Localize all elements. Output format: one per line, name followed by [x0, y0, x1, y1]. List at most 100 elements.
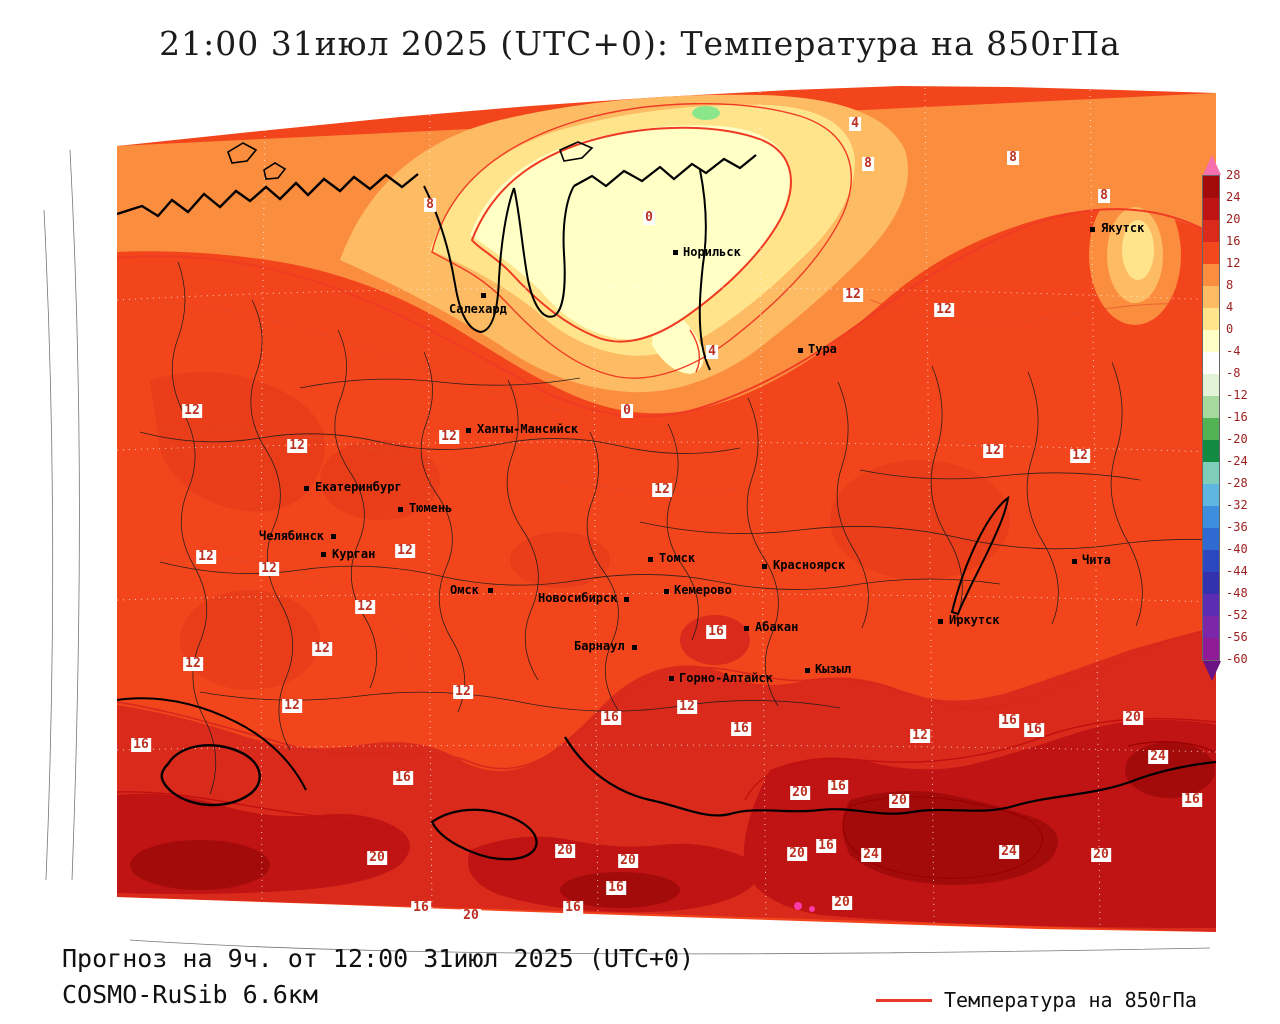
city-dot	[1090, 227, 1095, 232]
contour-value-label: 8	[1007, 150, 1019, 165]
contour-value-label: 20	[618, 853, 638, 868]
contour-value-label: 16	[606, 880, 626, 895]
city-label: Горно-Алтайск	[679, 671, 773, 685]
city-dot	[798, 348, 803, 353]
contour-value-label: 12	[282, 698, 302, 713]
colorbar-segment	[1203, 506, 1219, 528]
colorbar-segment	[1203, 264, 1219, 286]
contour-value-label: 16	[731, 721, 751, 736]
colorbar-segment	[1203, 330, 1219, 352]
colorbar-tick-label: -8	[1226, 366, 1241, 380]
city-dot	[466, 428, 471, 433]
colorbar-tick-label: -36	[1226, 520, 1248, 534]
contour-value-label: 16	[1024, 722, 1044, 737]
colorbar-segment	[1203, 594, 1219, 616]
colorbar: 28 24 20 16 12 8 4 0 -4 -8 -12 -16 -20 -24 -28 -32 -36 -4…	[1202, 155, 1272, 681]
city-label: Новосибирск	[538, 591, 618, 605]
colorbar-segment	[1203, 638, 1219, 660]
contour-value-label: 12	[983, 443, 1003, 458]
colorbar-segment	[1203, 374, 1219, 396]
page-title: 21:00 31июл 2025 (UTC+0): Температура на…	[159, 24, 1121, 63]
region-borders	[139, 261, 1216, 795]
colorbar-tick-label: 12	[1226, 256, 1241, 270]
colorbar-bar	[1202, 175, 1220, 661]
colorbar-tick-label: 20	[1226, 212, 1241, 226]
contour-value-label: 12	[287, 438, 307, 453]
forecast-info: Прогноз на 9ч. от 12:00 31июл 2025 (UTC+…	[62, 944, 695, 973]
colorbar-tick-label: -24	[1226, 454, 1248, 468]
outer-graticule	[43, 149, 1211, 955]
colorbar-segment	[1203, 572, 1219, 594]
city-dot	[632, 645, 637, 650]
city-label: Челябинск	[259, 529, 325, 543]
city-label: Абакан	[755, 620, 799, 634]
isolines-red	[117, 102, 1216, 418]
colorbar-tick-label: 8	[1226, 278, 1234, 292]
contour-value-label: 20	[889, 793, 909, 808]
coastlines	[117, 141, 1010, 616]
contour-value-label: 24	[999, 844, 1019, 859]
contour-value-label: 12	[910, 728, 930, 743]
colorbar-segment	[1203, 528, 1219, 550]
temperature-field	[117, 86, 1216, 932]
contour-value-label: 12	[395, 543, 415, 558]
contour-value-label: 12	[183, 656, 203, 671]
contour-value-label: 12	[453, 684, 473, 699]
city-label: Норильск	[683, 245, 741, 259]
colorbar-segment	[1203, 616, 1219, 638]
colorbar-segment	[1203, 176, 1219, 198]
colorbar-tick-label: -16	[1226, 410, 1248, 424]
contour-value-label: 12	[652, 482, 672, 497]
contour-value-label: 16	[999, 713, 1019, 728]
contour-value-label: 20	[1123, 710, 1143, 725]
contour-value-label: 24	[1148, 749, 1168, 764]
colorbar-tick-label: -48	[1226, 586, 1248, 600]
national-borders	[117, 697, 1216, 861]
contour-value-label: 16	[816, 838, 836, 853]
city-dot	[398, 507, 403, 512]
legend-label: Температура на 850гПа	[944, 988, 1197, 1012]
colorbar-tick-label: -60	[1226, 652, 1248, 666]
city-label: Красноярск	[773, 558, 846, 572]
city-dot	[304, 486, 309, 491]
legend: Температура на 850гПа	[876, 988, 1197, 1012]
colorbar-tick-label: -4	[1226, 344, 1241, 358]
city-label: Ханты-Мансийск	[477, 422, 579, 436]
city-dot	[648, 557, 653, 562]
contour-value-label: 20	[555, 843, 575, 858]
contour-value-label: 4	[849, 116, 861, 131]
legend-line-sample	[876, 998, 932, 1002]
inner-graticule	[117, 87, 1216, 929]
colorbar-segment	[1203, 220, 1219, 242]
contour-value-label: 16	[411, 900, 431, 915]
contour-value-label: 16	[706, 624, 726, 639]
contour-value-label: 12	[355, 599, 375, 614]
colorbar-tick-label: 0	[1226, 322, 1234, 336]
contour-value-label: 8	[1098, 188, 1110, 203]
colorbar-segment	[1203, 396, 1219, 418]
contour-value-label: 12	[259, 561, 279, 576]
city-label: Барнаул	[574, 639, 625, 653]
city-label: Тюмень	[409, 501, 453, 515]
colorbar-segment	[1203, 286, 1219, 308]
city-dot	[805, 668, 810, 673]
contour-value-label: 12	[934, 302, 954, 317]
colorbar-tick-label: 24	[1226, 190, 1241, 204]
colorbar-segment	[1203, 198, 1219, 220]
city-dot	[488, 588, 493, 593]
contour-value-label: 16	[828, 779, 848, 794]
city-label: Томск	[659, 551, 696, 565]
city-label: Курган	[332, 547, 376, 561]
colorbar-tick-label: -20	[1226, 432, 1248, 446]
contour-value-label: 16	[393, 770, 413, 785]
colorbar-segment	[1203, 462, 1219, 484]
contour-value-label: 20	[832, 895, 852, 910]
colorbar-tick-label: -52	[1226, 608, 1248, 622]
contour-value-label: 12	[1070, 448, 1090, 463]
contour-value-label: 8	[424, 197, 436, 212]
city-label: Иркутск	[949, 613, 1000, 627]
city-label: Омск	[450, 583, 479, 597]
colorbar-segment	[1203, 308, 1219, 330]
